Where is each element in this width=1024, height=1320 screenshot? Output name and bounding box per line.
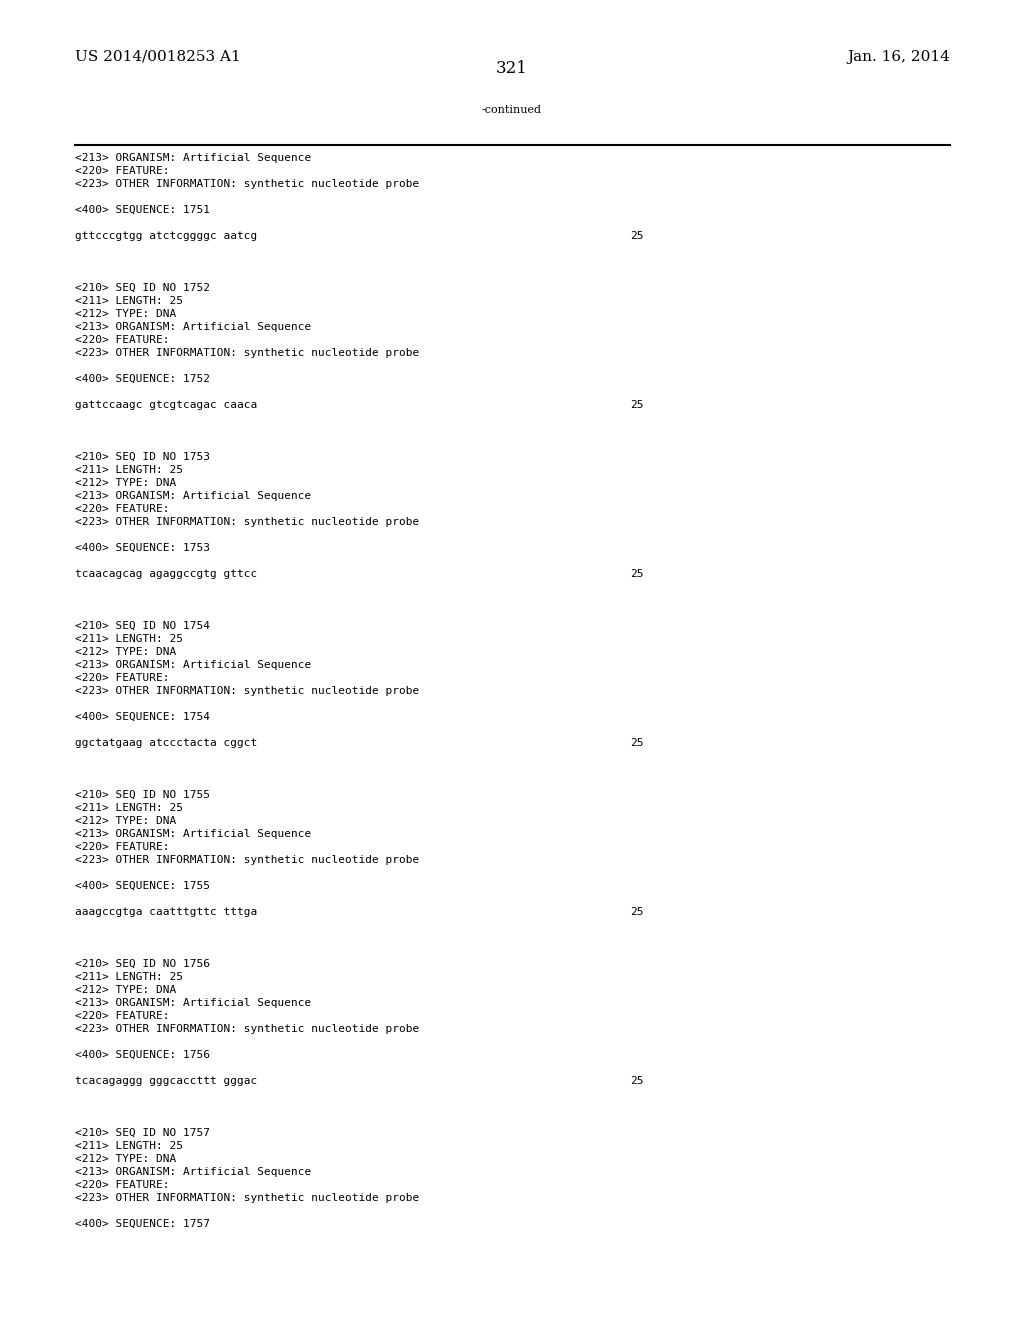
Text: <220> FEATURE:: <220> FEATURE: [75, 335, 170, 345]
Text: <220> FEATURE:: <220> FEATURE: [75, 1180, 170, 1191]
Text: ggctatgaag atccctacta cggct: ggctatgaag atccctacta cggct [75, 738, 257, 748]
Text: 25: 25 [630, 738, 643, 748]
Text: <211> LENGTH: 25: <211> LENGTH: 25 [75, 803, 183, 813]
Text: 25: 25 [630, 1076, 643, 1086]
Text: <210> SEQ ID NO 1753: <210> SEQ ID NO 1753 [75, 451, 210, 462]
Text: <223> OTHER INFORMATION: synthetic nucleotide probe: <223> OTHER INFORMATION: synthetic nucle… [75, 686, 419, 696]
Text: <211> LENGTH: 25: <211> LENGTH: 25 [75, 1140, 183, 1151]
Text: <213> ORGANISM: Artificial Sequence: <213> ORGANISM: Artificial Sequence [75, 153, 311, 162]
Text: <213> ORGANISM: Artificial Sequence: <213> ORGANISM: Artificial Sequence [75, 829, 311, 840]
Text: <220> FEATURE:: <220> FEATURE: [75, 504, 170, 513]
Text: <400> SEQUENCE: 1757: <400> SEQUENCE: 1757 [75, 1218, 210, 1229]
Text: <223> OTHER INFORMATION: synthetic nucleotide probe: <223> OTHER INFORMATION: synthetic nucle… [75, 855, 419, 865]
Text: <400> SEQUENCE: 1753: <400> SEQUENCE: 1753 [75, 543, 210, 553]
Text: <223> OTHER INFORMATION: synthetic nucleotide probe: <223> OTHER INFORMATION: synthetic nucle… [75, 180, 419, 189]
Text: tcacagaggg gggcaccttt gggac: tcacagaggg gggcaccttt gggac [75, 1076, 257, 1086]
Text: <220> FEATURE:: <220> FEATURE: [75, 673, 170, 682]
Text: aaagccgtga caatttgttc tttga: aaagccgtga caatttgttc tttga [75, 907, 257, 917]
Text: 25: 25 [630, 231, 643, 242]
Text: <400> SEQUENCE: 1755: <400> SEQUENCE: 1755 [75, 880, 210, 891]
Text: 321: 321 [496, 59, 528, 77]
Text: <223> OTHER INFORMATION: synthetic nucleotide probe: <223> OTHER INFORMATION: synthetic nucle… [75, 1024, 419, 1034]
Text: <220> FEATURE:: <220> FEATURE: [75, 842, 170, 851]
Text: <212> TYPE: DNA: <212> TYPE: DNA [75, 647, 176, 657]
Text: <213> ORGANISM: Artificial Sequence: <213> ORGANISM: Artificial Sequence [75, 1167, 311, 1177]
Text: gattccaagc gtcgtcagac caaca: gattccaagc gtcgtcagac caaca [75, 400, 257, 411]
Text: <210> SEQ ID NO 1756: <210> SEQ ID NO 1756 [75, 960, 210, 969]
Text: <400> SEQUENCE: 1752: <400> SEQUENCE: 1752 [75, 374, 210, 384]
Text: <400> SEQUENCE: 1751: <400> SEQUENCE: 1751 [75, 205, 210, 215]
Text: <213> ORGANISM: Artificial Sequence: <213> ORGANISM: Artificial Sequence [75, 998, 311, 1008]
Text: <223> OTHER INFORMATION: synthetic nucleotide probe: <223> OTHER INFORMATION: synthetic nucle… [75, 348, 419, 358]
Text: gttcccgtgg atctcggggc aatcg: gttcccgtgg atctcggggc aatcg [75, 231, 257, 242]
Text: tcaacagcag agaggccgtg gttcc: tcaacagcag agaggccgtg gttcc [75, 569, 257, 579]
Text: <211> LENGTH: 25: <211> LENGTH: 25 [75, 296, 183, 306]
Text: <212> TYPE: DNA: <212> TYPE: DNA [75, 478, 176, 488]
Text: <210> SEQ ID NO 1754: <210> SEQ ID NO 1754 [75, 620, 210, 631]
Text: <211> LENGTH: 25: <211> LENGTH: 25 [75, 465, 183, 475]
Text: <212> TYPE: DNA: <212> TYPE: DNA [75, 816, 176, 826]
Text: <212> TYPE: DNA: <212> TYPE: DNA [75, 985, 176, 995]
Text: <400> SEQUENCE: 1756: <400> SEQUENCE: 1756 [75, 1049, 210, 1060]
Text: <210> SEQ ID NO 1757: <210> SEQ ID NO 1757 [75, 1129, 210, 1138]
Text: <223> OTHER INFORMATION: synthetic nucleotide probe: <223> OTHER INFORMATION: synthetic nucle… [75, 517, 419, 527]
Text: <400> SEQUENCE: 1754: <400> SEQUENCE: 1754 [75, 711, 210, 722]
Text: <213> ORGANISM: Artificial Sequence: <213> ORGANISM: Artificial Sequence [75, 491, 311, 502]
Text: Jan. 16, 2014: Jan. 16, 2014 [847, 50, 950, 63]
Text: 25: 25 [630, 569, 643, 579]
Text: <212> TYPE: DNA: <212> TYPE: DNA [75, 1154, 176, 1164]
Text: <220> FEATURE:: <220> FEATURE: [75, 166, 170, 176]
Text: <213> ORGANISM: Artificial Sequence: <213> ORGANISM: Artificial Sequence [75, 322, 311, 333]
Text: <213> ORGANISM: Artificial Sequence: <213> ORGANISM: Artificial Sequence [75, 660, 311, 671]
Text: <223> OTHER INFORMATION: synthetic nucleotide probe: <223> OTHER INFORMATION: synthetic nucle… [75, 1193, 419, 1203]
Text: <211> LENGTH: 25: <211> LENGTH: 25 [75, 972, 183, 982]
Text: <211> LENGTH: 25: <211> LENGTH: 25 [75, 634, 183, 644]
Text: <210> SEQ ID NO 1755: <210> SEQ ID NO 1755 [75, 789, 210, 800]
Text: -continued: -continued [482, 106, 542, 115]
Text: US 2014/0018253 A1: US 2014/0018253 A1 [75, 50, 241, 63]
Text: 25: 25 [630, 907, 643, 917]
Text: <212> TYPE: DNA: <212> TYPE: DNA [75, 309, 176, 319]
Text: <210> SEQ ID NO 1752: <210> SEQ ID NO 1752 [75, 282, 210, 293]
Text: <220> FEATURE:: <220> FEATURE: [75, 1011, 170, 1020]
Text: 25: 25 [630, 400, 643, 411]
